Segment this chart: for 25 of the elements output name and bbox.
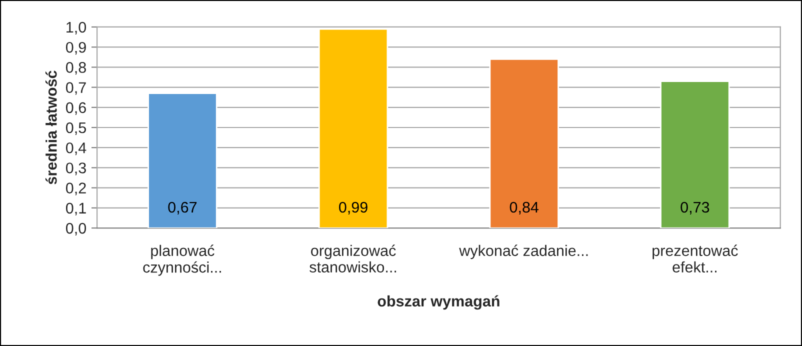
x-tick-label: prezentować efekt... (652, 244, 738, 273)
x-axis-title: obszar wymagań (378, 295, 500, 310)
y-axis-title: średnia łatwość (45, 70, 57, 184)
x-tick-label: planować czynności... (143, 244, 221, 276)
bar (660, 80, 730, 228)
data-label: 0,84 (510, 202, 539, 214)
y-tick-label: 0,1 (66, 202, 86, 216)
x-tick-label: organizować stanowisko... (310, 244, 396, 273)
y-tick-label: 0,8 (66, 62, 86, 75)
y-tick-label: 0,5 (66, 122, 86, 135)
data-label: 0,67 (168, 202, 197, 214)
data-label: 0,99 (339, 202, 368, 214)
y-tick-label: 0,0 (66, 222, 86, 236)
bar (489, 58, 559, 228)
y-tick-label: 0,2 (66, 182, 86, 196)
y-tick-label: 0,3 (66, 162, 86, 176)
y-tick-label: 0,4 (66, 142, 86, 156)
x-tick-label: wykonać zadanie... (459, 244, 588, 260)
y-tick-label: 0,9 (66, 42, 86, 55)
bar (148, 92, 218, 228)
y-tick-label: 0,6 (66, 102, 86, 115)
y-tick-label: 1,0 (66, 22, 86, 34)
y-tick-label: 0,7 (66, 82, 86, 95)
data-label: 0,73 (680, 202, 710, 214)
bar (318, 28, 388, 228)
